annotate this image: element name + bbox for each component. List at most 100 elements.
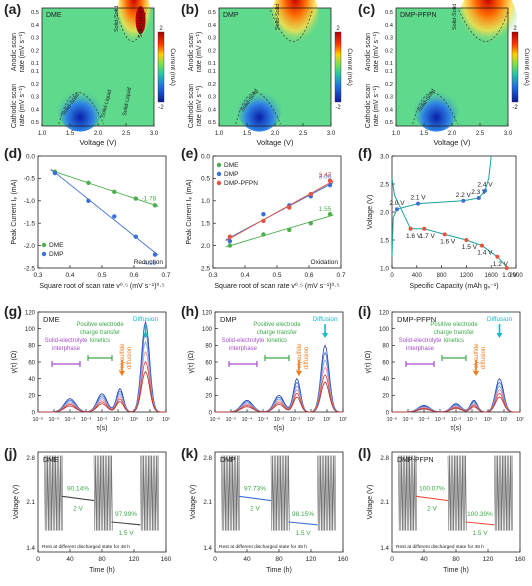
cathodic-peak-region xyxy=(236,84,282,132)
x-tick-label: 10⁻³ xyxy=(81,417,92,423)
regime-annotation: Solid-Solid xyxy=(452,4,458,30)
contour-line xyxy=(412,92,458,125)
x-tick-label: 10⁻⁶ xyxy=(210,417,221,423)
x-tick-label: 1.5 xyxy=(66,131,75,137)
retention-label: 90.14% xyxy=(67,485,89,492)
y-axis-label: Anodic scan xyxy=(365,33,372,71)
charge-transfer-bracket xyxy=(441,355,467,361)
y-tick-label: 0 xyxy=(32,410,36,416)
contour-line xyxy=(115,9,147,42)
panel-label: (j) xyxy=(4,445,17,461)
x-tick-label: 3.0 xyxy=(150,131,159,137)
annotation-charge-transfer: Positive electrode xyxy=(430,322,478,328)
regime-annotation: Solid-Liquid xyxy=(138,9,144,38)
corner-label: Oxidation xyxy=(311,259,339,266)
discharge-point xyxy=(422,226,427,231)
y-tick-label: 20 xyxy=(382,394,389,400)
plot-frame xyxy=(391,155,517,269)
data-point xyxy=(112,214,117,219)
y-tick-label: 0.3 xyxy=(31,95,39,101)
data-point xyxy=(287,205,292,210)
y-tick-label: 1.5 xyxy=(201,221,210,228)
sei-bracket xyxy=(51,361,81,367)
y-tick-label: 0.2 xyxy=(385,48,393,54)
x-tick-label: 0 xyxy=(213,556,217,563)
x-tick-label: 0.4 xyxy=(240,272,249,279)
data-point xyxy=(261,218,266,224)
x-axis-label: Time (h) xyxy=(89,567,115,574)
x-tick-label: 10² xyxy=(162,417,170,423)
x-tick-label: 10⁻⁴ xyxy=(419,417,430,423)
x-tick-label: 1.0 xyxy=(392,131,401,137)
y-tick-label: 0.2 xyxy=(31,48,39,54)
charge-point xyxy=(394,207,399,212)
x-tick-label: 0.7 xyxy=(161,272,170,279)
x-tick-label: 10⁻⁴ xyxy=(65,417,76,423)
y-tick-label: 1.5 xyxy=(380,237,389,244)
y-axis-label: Cathodic scan xyxy=(188,84,195,128)
slope-label: -1.78 xyxy=(141,195,156,202)
retention-label: 98.15% xyxy=(292,511,314,518)
y-axis-label: rate (mV s⁻¹) xyxy=(373,86,380,127)
discharge-point-label: 1.6 V xyxy=(440,238,456,245)
data-point xyxy=(327,212,333,217)
drt-panel: (g) 10⁻⁶ 10⁻⁵ 10⁻⁴ 10⁻³ 10⁻² 10⁻¹ 10⁰ 10¹ 10² 120 1… xyxy=(4,303,170,432)
sei-bracket xyxy=(405,361,435,367)
legend-label: DMP-PFPN xyxy=(224,180,258,187)
annotation-polysulfide: diffusion xyxy=(304,347,310,369)
data-point xyxy=(152,203,158,208)
cycling-block xyxy=(398,455,418,531)
heatmap-panel: (c) DMP-PFPN 1.0 1.5 2.0 2.5 3.0 0.5 0.4 0.3 0.2 0.… xyxy=(358,0,530,147)
y-tick-label: -1.5 xyxy=(24,221,36,228)
slope-label: 3.47 xyxy=(319,172,332,179)
y-axis-label: rate (mV s⁻¹) xyxy=(373,32,380,73)
y-tick-label: 0 xyxy=(209,410,213,416)
x-axis-label: Voltage (V) xyxy=(79,138,117,147)
x-tick-label: 40 xyxy=(243,556,251,563)
colorbar-max: 2 xyxy=(159,26,163,32)
x-axis-label: Voltage (V) xyxy=(433,138,471,147)
y-tick-label: 2.5 xyxy=(201,265,210,272)
y-tick-label: 2.1 xyxy=(26,499,35,506)
y-tick-label: 0.4 xyxy=(208,23,217,29)
annotation-polysulfide: Polysulfide xyxy=(474,343,480,373)
y-tick-label: 0.0 xyxy=(201,153,210,160)
cycling-block xyxy=(447,455,467,531)
data-point xyxy=(227,243,233,248)
anodic-peak-region xyxy=(135,6,146,34)
data-point xyxy=(133,196,138,201)
retention-label: 100.39% xyxy=(467,511,493,518)
self-discharge-panel: (k) 0 40 80 120 160 2.8 2.1 1.4 97.73% 98.15% 2 V 1.… xyxy=(181,445,349,574)
cycling-block xyxy=(44,455,64,531)
regime-annotation: Solid-Solid xyxy=(114,6,120,32)
annotation-charge-transfer: kinetics xyxy=(444,338,464,344)
x-axis-label: Square root of scan rate v⁰·⁵ (mV s⁻¹)⁰·… xyxy=(39,282,164,290)
y-tick-label: 40 xyxy=(205,377,212,383)
cycling-block xyxy=(140,455,160,531)
rest-note: Rest at different discharged state for 4… xyxy=(219,544,307,550)
x-axis-label: Square root of scan rate v⁰·⁵ (mV s⁻¹)⁰·… xyxy=(214,282,339,290)
discharge-point-label: 1.4 V xyxy=(477,250,493,257)
x-tick-label: 80 xyxy=(275,556,283,563)
y-axis-label: Voltage (V) xyxy=(367,485,374,520)
x-tick-label: 120 xyxy=(129,556,140,563)
rest-plateau-2v xyxy=(238,495,272,502)
y-tick-label: 2.8 xyxy=(380,455,389,462)
data-point xyxy=(327,182,333,188)
y-tick-label: 40 xyxy=(28,377,35,383)
discharge-point xyxy=(408,226,413,231)
x-tick-label: 160 xyxy=(338,556,349,563)
annotation-charge-transfer: kinetics xyxy=(90,338,110,344)
panel-label: (k) xyxy=(181,445,198,461)
regime-annotation: Solid-Solid xyxy=(275,4,281,30)
y-tick-label: 0.5 xyxy=(385,120,393,126)
x-tick-label: 10⁰ xyxy=(307,417,315,423)
charge-point-label: 2.3 V xyxy=(471,189,487,196)
drt-curve xyxy=(38,360,166,413)
y-axis-label: γ(τ) (Ω) xyxy=(365,351,372,374)
drt-curve xyxy=(215,366,343,413)
discharge-point xyxy=(464,238,469,242)
legend-marker xyxy=(216,180,222,186)
cycling-block xyxy=(317,455,337,531)
x-tick-label: 40 xyxy=(66,556,74,563)
